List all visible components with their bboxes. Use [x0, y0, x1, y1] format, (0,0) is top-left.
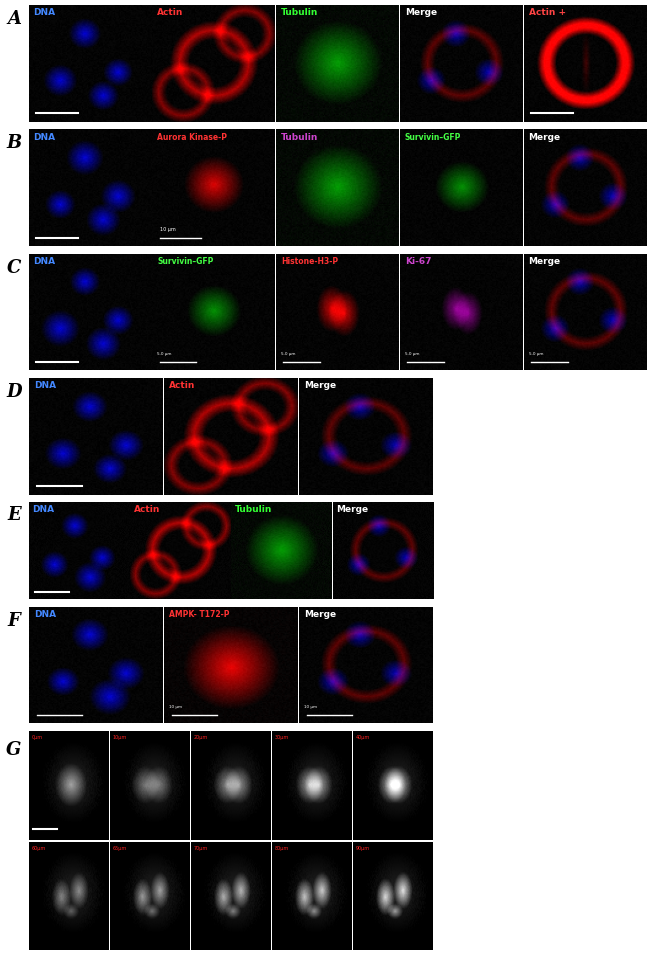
Text: 5.0 µm: 5.0 µm: [281, 352, 296, 356]
Text: 40μm: 40μm: [356, 735, 370, 740]
Text: G: G: [6, 741, 21, 759]
Text: DNA: DNA: [32, 505, 55, 514]
Text: Aurora Kinase-P: Aurora Kinase-P: [157, 133, 227, 141]
Text: DNA: DNA: [34, 610, 56, 619]
Text: F: F: [8, 611, 20, 629]
Text: 70μm: 70μm: [194, 846, 208, 851]
Text: 5.0 µm: 5.0 µm: [528, 352, 543, 356]
Text: AMPK- T172-P: AMPK- T172-P: [169, 610, 229, 619]
Text: Tubulin: Tubulin: [281, 9, 318, 17]
Text: Tubulin: Tubulin: [281, 133, 318, 141]
Text: 65μm: 65μm: [113, 846, 127, 851]
Text: Histone-H3-P: Histone-H3-P: [281, 257, 338, 266]
Text: 10 µm: 10 µm: [304, 706, 317, 710]
Text: Survivin–GFP: Survivin–GFP: [157, 257, 214, 266]
Text: Actin: Actin: [157, 9, 184, 17]
Text: Merge: Merge: [337, 505, 369, 514]
Text: Merge: Merge: [405, 9, 437, 17]
Text: 20μm: 20μm: [194, 735, 208, 740]
Text: 10μm: 10μm: [113, 735, 127, 740]
Text: Actin: Actin: [134, 505, 161, 514]
Text: 90μm: 90μm: [356, 846, 370, 851]
Text: 5.0 µm: 5.0 µm: [157, 352, 172, 356]
Text: 80μm: 80μm: [275, 846, 289, 851]
Text: 60μm: 60μm: [32, 846, 46, 851]
Text: 10 µm: 10 µm: [169, 706, 182, 710]
Text: B: B: [6, 134, 21, 152]
Text: 5.0 µm: 5.0 µm: [405, 352, 419, 356]
Text: DNA: DNA: [34, 133, 56, 141]
Text: 30μm: 30μm: [275, 735, 289, 740]
Text: Ki-67: Ki-67: [405, 257, 432, 266]
Text: C: C: [6, 259, 21, 277]
Text: Merge: Merge: [528, 133, 561, 141]
Text: E: E: [7, 506, 21, 524]
Text: Merge: Merge: [528, 257, 561, 266]
Text: DNA: DNA: [34, 381, 56, 391]
Text: DNA: DNA: [34, 9, 56, 17]
Text: Actin: Actin: [169, 381, 196, 391]
Text: Merge: Merge: [304, 610, 336, 619]
Text: D: D: [6, 383, 22, 401]
Text: Merge: Merge: [304, 381, 336, 391]
Text: Survivin–GFP: Survivin–GFP: [405, 133, 461, 141]
Text: DNA: DNA: [34, 257, 56, 266]
Text: A: A: [7, 10, 21, 28]
Text: 0μm: 0μm: [32, 735, 43, 740]
Text: 10 µm: 10 µm: [160, 227, 176, 232]
Text: Tubulin: Tubulin: [235, 505, 272, 514]
Text: Actin +: Actin +: [528, 9, 566, 17]
